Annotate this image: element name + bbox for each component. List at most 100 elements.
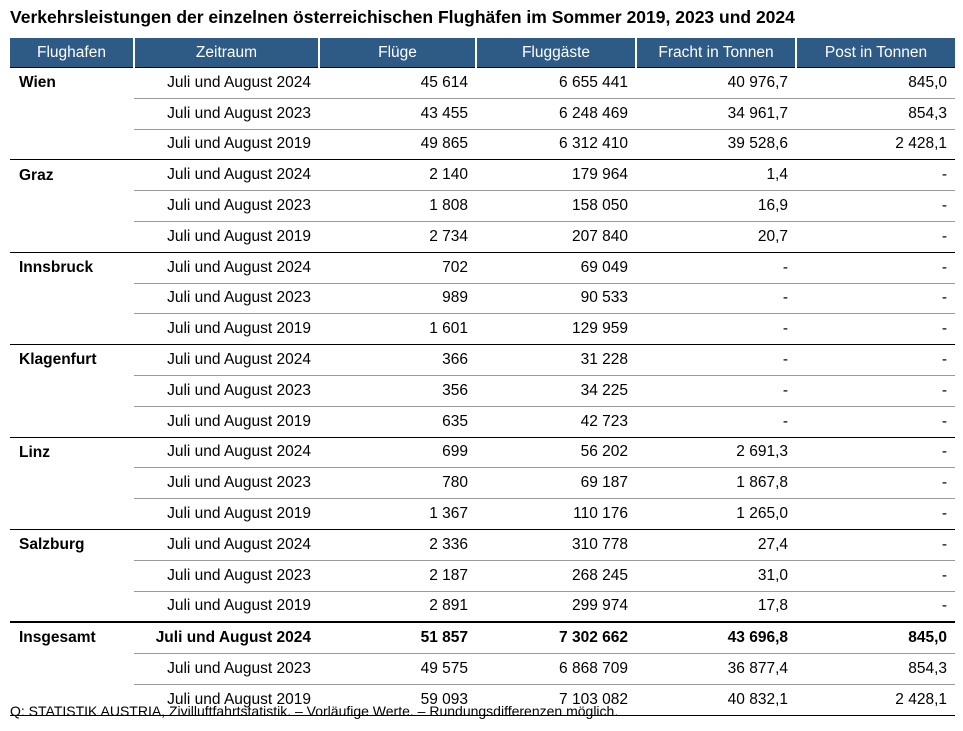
table-row: Juli und August 2019 59 093 7 103 082 40 83…: [10, 683, 955, 716]
flughafen-table: Flughafen Zeitraum Flüge Fluggäste Frach…: [10, 38, 955, 716]
post-cell: -: [796, 190, 955, 222]
header-zeitraum: Zeitraum: [134, 38, 320, 68]
table-row: Klagenfurt Juli und August 2024 366 31 228-…: [10, 344, 955, 376]
table-row: Linz Juli und August 2024 699 56 202 2 691,3…: [10, 436, 955, 468]
airport-cell: Salzburg: [10, 528, 134, 561]
airport-cell: [10, 283, 134, 314]
post-cell: -: [796, 590, 955, 623]
period-cell: Juli und August 2019: [134, 220, 319, 253]
fracht-cell: 1 867,8: [636, 467, 796, 499]
fluege-cell: 49 865: [319, 128, 476, 160]
airport-cell: [10, 468, 134, 499]
period-cell: Juli und August 2024: [134, 528, 319, 561]
period-cell: Juli und August 2024: [134, 344, 319, 376]
post-cell: -: [796, 251, 955, 284]
fluege-cell: 49 575: [319, 653, 476, 685]
period-cell: Juli und August 2024: [134, 67, 319, 99]
period-cell: Juli und August 2019: [134, 590, 319, 623]
fluggaeste-cell: 7 103 082: [476, 683, 636, 716]
post-cell: 2 428,1: [796, 683, 955, 716]
fluege-cell: 43 455: [319, 97, 476, 130]
fluege-cell: 1 601: [319, 313, 476, 345]
period-cell: Juli und August 2023: [134, 282, 319, 314]
fluggaeste-cell: 268 245: [476, 559, 636, 592]
post-cell: 845,0: [796, 621, 955, 654]
airport-cell: Klagenfurt: [10, 344, 134, 376]
period-cell: Juli und August 2019: [134, 313, 319, 345]
post-cell: -: [796, 374, 955, 407]
fluege-cell: 2 336: [319, 528, 476, 561]
fracht-cell: -: [636, 344, 796, 376]
airport-cell: Wien: [10, 67, 134, 99]
header-fracht: Fracht in Tonnen: [636, 38, 797, 68]
fluggaeste-cell: 31 228: [476, 344, 636, 376]
fracht-cell: 16,9: [636, 190, 796, 222]
airport-cell: [10, 499, 134, 530]
header-flughafen: Flughafen: [10, 38, 135, 68]
period-cell: Juli und August 2024: [134, 621, 319, 654]
fluggaeste-cell: 34 225: [476, 374, 636, 407]
period-cell: Juli und August 2023: [134, 374, 319, 407]
fluege-cell: 45 614: [319, 67, 476, 99]
airport-cell: Graz: [10, 159, 134, 191]
table-row: Juli und August 2019 1 367 110 176 1 265,0-: [10, 498, 955, 530]
fluege-cell: 356: [319, 374, 476, 407]
fluege-cell: 2 140: [319, 159, 476, 191]
table-row: Juli und August 2023 356 34 225- -: [10, 374, 955, 407]
fluege-cell: 59 093: [319, 683, 476, 716]
source-footnote: Q: STATISTIK AUSTRIA, Zivilluftfahrtstat…: [10, 703, 619, 719]
fluggaeste-cell: 90 533: [476, 282, 636, 314]
fluggaeste-cell: 6 248 469: [476, 97, 636, 130]
table-row: Innsbruck Juli und August 2024 702 69 049- -: [10, 251, 955, 284]
table-title: Verkehrsleistungen der einzelnen österre…: [10, 7, 795, 27]
post-cell: -: [796, 313, 955, 345]
fluege-cell: 989: [319, 282, 476, 314]
post-cell: -: [796, 282, 955, 314]
fluege-cell: 2 187: [319, 559, 476, 592]
period-cell: Juli und August 2024: [134, 159, 319, 191]
fluggaeste-cell: 56 202: [476, 436, 636, 468]
fluege-cell: 1 367: [319, 498, 476, 530]
airport-cell: Linz: [10, 436, 134, 468]
fluggaeste-cell: 6 312 410: [476, 128, 636, 160]
period-cell: Juli und August 2023: [134, 559, 319, 592]
airport-cell: [10, 221, 134, 252]
fracht-cell: 34 961,7: [636, 97, 796, 130]
fluege-cell: 1 808: [319, 190, 476, 222]
fluege-cell: 2 734: [319, 220, 476, 253]
fluggaeste-cell: 69 187: [476, 467, 636, 499]
table-row: Juli und August 2023 49 575 6 868 709 36 87…: [10, 653, 955, 685]
fluege-cell: 366: [319, 344, 476, 376]
period-cell: Juli und August 2019: [134, 405, 319, 438]
airport-cell: [10, 314, 134, 345]
fluege-cell: 51 857: [319, 621, 476, 654]
airport-cell: [10, 191, 134, 222]
post-cell: 854,3: [796, 653, 955, 685]
period-cell: Juli und August 2019: [134, 498, 319, 530]
period-cell: Juli und August 2024: [134, 436, 319, 468]
post-cell: -: [796, 467, 955, 499]
table-row: Juli und August 2019 1 601 129 959- -: [10, 313, 955, 345]
fluggaeste-cell: 310 778: [476, 528, 636, 561]
fluege-cell: 635: [319, 405, 476, 438]
period-cell: Juli und August 2019: [134, 128, 319, 160]
fluggaeste-cell: 179 964: [476, 159, 636, 191]
fracht-cell: 1,4: [636, 159, 796, 191]
fluege-cell: 2 891: [319, 590, 476, 623]
header-fluege: Flüge: [319, 38, 477, 68]
post-cell: 854,3: [796, 97, 955, 130]
airport-cell: [10, 560, 134, 591]
fracht-cell: -: [636, 313, 796, 345]
post-cell: 2 428,1: [796, 128, 955, 160]
fluege-cell: 699: [319, 436, 476, 468]
table-row: Juli und August 2023 780 69 187 1 867,8-: [10, 467, 955, 499]
airport-cell: [10, 98, 134, 129]
fracht-cell: 1 265,0: [636, 498, 796, 530]
table-body: Wien Juli und August 2024 45 614 6 655 441 4…: [10, 67, 955, 716]
post-cell: -: [796, 436, 955, 468]
table-row: Graz Juli und August 2024 2 140 179 964 1,4-: [10, 159, 955, 191]
post-cell: 845,0: [796, 67, 955, 99]
post-cell: -: [796, 220, 955, 253]
table-row: Juli und August 2023 1 808 158 050 16,9-: [10, 190, 955, 222]
fracht-cell: 43 696,8: [636, 621, 796, 654]
